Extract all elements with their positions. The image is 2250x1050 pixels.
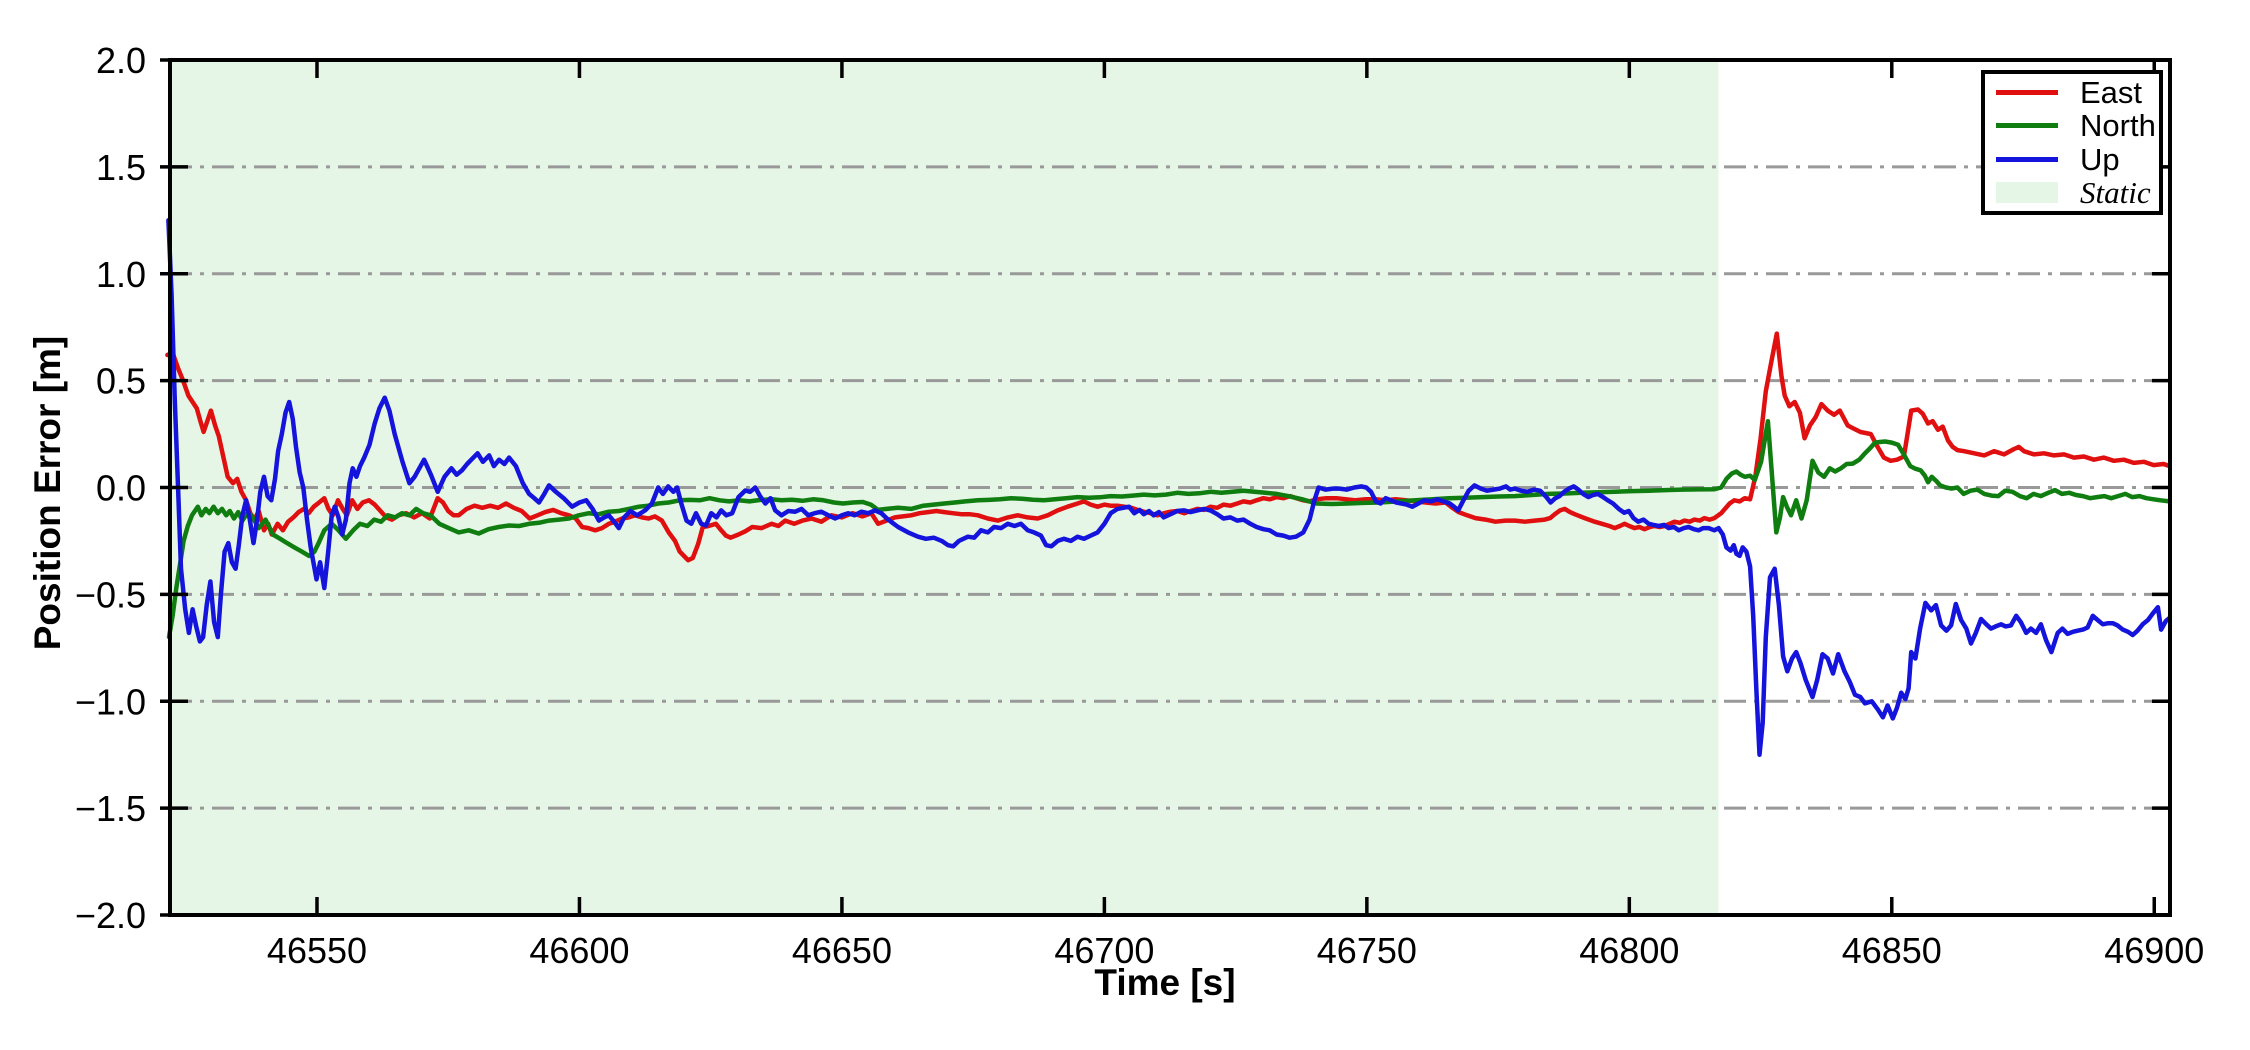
y-tick-label: −1.0 bbox=[75, 681, 146, 722]
y-tick-label: 0.0 bbox=[96, 468, 146, 509]
y-tick-label: −2.0 bbox=[75, 895, 146, 936]
legend-entry-static: Static bbox=[1985, 176, 2159, 209]
north-line-swatch bbox=[1996, 123, 2058, 129]
y-tick-label: 0.5 bbox=[96, 361, 146, 402]
y-tick-label: 2.0 bbox=[96, 40, 146, 81]
y-tick-label: −1.5 bbox=[75, 788, 146, 829]
x-tick-label: 46900 bbox=[2104, 930, 2204, 971]
y-tick-label: 1.0 bbox=[96, 254, 146, 295]
static-region-swatch bbox=[1996, 181, 2058, 203]
x-tick-label: 46750 bbox=[1317, 930, 1417, 971]
legend-entry-east: East bbox=[1985, 76, 2159, 109]
legend: East North Up Static bbox=[1981, 70, 2163, 215]
x-tick-label: 46650 bbox=[792, 930, 892, 971]
legend-entry-up: Up bbox=[1985, 143, 2159, 176]
x-tick-label: 46550 bbox=[267, 930, 367, 971]
east-line-swatch bbox=[1996, 90, 2058, 96]
y-tick-label: 1.5 bbox=[96, 147, 146, 188]
legend-label-north: North bbox=[2080, 108, 2156, 144]
up-line-swatch bbox=[1996, 156, 2058, 162]
legend-label-static: Static bbox=[2080, 174, 2151, 210]
series-up-line bbox=[166, 218, 2172, 757]
legend-entry-north: North bbox=[1985, 109, 2159, 142]
x-tick-label: 46800 bbox=[1579, 930, 1679, 971]
x-tick-label: 46700 bbox=[1054, 930, 1154, 971]
series-north-line bbox=[166, 418, 2172, 640]
y-tick-label: −0.5 bbox=[75, 574, 146, 615]
legend-label-east: East bbox=[2080, 75, 2143, 111]
x-axis-label: Time [s] bbox=[1094, 962, 1236, 1003]
legend-label-up: Up bbox=[2080, 141, 2120, 177]
x-tick-label: 46600 bbox=[529, 930, 629, 971]
y-axis-label: Position Error [m] bbox=[27, 335, 68, 651]
x-tick-label: 46850 bbox=[1842, 930, 1942, 971]
